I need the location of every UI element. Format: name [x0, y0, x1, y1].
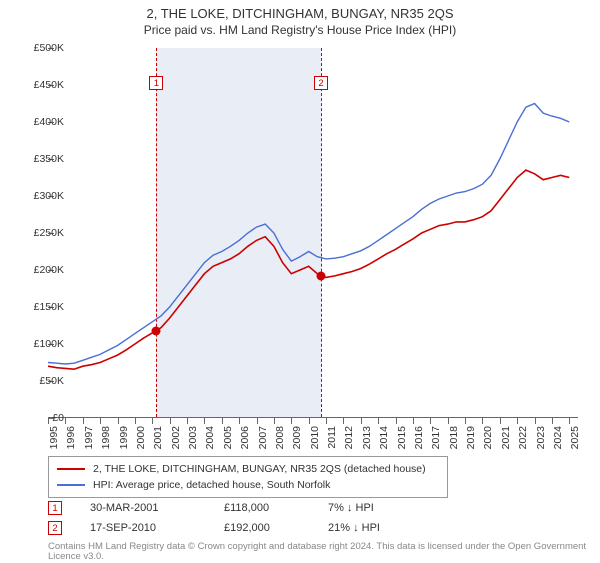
- ytick-label: £200K: [18, 264, 64, 276]
- legend-label-property: 2, THE LOKE, DITCHINGHAM, BUNGAY, NR35 2…: [93, 463, 426, 475]
- ytick-label: £150K: [18, 301, 64, 313]
- xtick: [100, 418, 101, 424]
- legend-box: 2, THE LOKE, DITCHINGHAM, BUNGAY, NR35 2…: [48, 456, 448, 498]
- xtick: [152, 418, 153, 424]
- xtick-label: 1995: [48, 426, 60, 449]
- xtick: [239, 418, 240, 424]
- ytick-label: £50K: [18, 375, 64, 387]
- xtick-label: 2017: [430, 426, 442, 449]
- xtick: [343, 418, 344, 424]
- xtick: [500, 418, 501, 424]
- xtick-label: 2016: [413, 426, 425, 449]
- sale-marker-2: 2: [48, 521, 62, 535]
- xtick-label: 2022: [517, 426, 529, 449]
- xtick: [413, 418, 414, 424]
- xtick: [448, 418, 449, 424]
- xtick-label: 2021: [500, 426, 512, 449]
- chart-area: 12: [48, 48, 578, 418]
- xtick-label: 2003: [187, 426, 199, 449]
- line-series-svg: [48, 48, 578, 418]
- xtick: [535, 418, 536, 424]
- xtick: [257, 418, 258, 424]
- ytick-label: £350K: [18, 153, 64, 165]
- xtick: [552, 418, 553, 424]
- ytick-label: £400K: [18, 116, 64, 128]
- sale-date-1: 30-MAR-2001: [90, 502, 200, 514]
- xtick-label: 2005: [222, 426, 234, 449]
- xtick: [274, 418, 275, 424]
- ytick-label: £450K: [18, 79, 64, 91]
- sale-delta-1: 7% ↓ HPI: [328, 502, 418, 514]
- xtick: [187, 418, 188, 424]
- sale-price-1: £118,000: [224, 502, 304, 514]
- xtick: [378, 418, 379, 424]
- xtick: [222, 418, 223, 424]
- ytick-label: £100K: [18, 338, 64, 350]
- xtick-label: 2020: [482, 426, 494, 449]
- xtick: [83, 418, 84, 424]
- xtick-label: 2019: [465, 426, 477, 449]
- xtick: [396, 418, 397, 424]
- ytick-label: £250K: [18, 227, 64, 239]
- xtick-label: 2002: [170, 426, 182, 449]
- sale-row-1: 1 30-MAR-2001 £118,000 7% ↓ HPI: [48, 498, 418, 518]
- xtick-label: 2015: [396, 426, 408, 449]
- xtick-label: 2014: [378, 426, 390, 449]
- xtick-label: 2023: [535, 426, 547, 449]
- sale-marker-1: 1: [48, 501, 62, 515]
- sale-price-2: £192,000: [224, 522, 304, 534]
- xtick: [65, 418, 66, 424]
- xtick-label: 2004: [204, 426, 216, 449]
- xtick: [430, 418, 431, 424]
- legend-swatch-property: [57, 468, 85, 470]
- xtick: [482, 418, 483, 424]
- xtick: [118, 418, 119, 424]
- xtick: [291, 418, 292, 424]
- sales-table: 1 30-MAR-2001 £118,000 7% ↓ HPI 2 17-SEP…: [48, 498, 418, 538]
- ytick-label: £300K: [18, 190, 64, 202]
- xtick-label: 2018: [448, 426, 460, 449]
- xtick-label: 2007: [257, 426, 269, 449]
- xtick-label: 1997: [83, 426, 95, 449]
- xtick: [204, 418, 205, 424]
- xtick: [135, 418, 136, 424]
- chart-title: 2, THE LOKE, DITCHINGHAM, BUNGAY, NR35 2…: [0, 6, 600, 21]
- xtick-label: 1998: [100, 426, 112, 449]
- xtick-label: 2000: [135, 426, 147, 449]
- xtick-label: 2006: [239, 426, 251, 449]
- xtick-label: 2013: [361, 426, 373, 449]
- sale-delta-2: 21% ↓ HPI: [328, 522, 418, 534]
- xtick-label: 2009: [291, 426, 303, 449]
- sale-row-2: 2 17-SEP-2010 £192,000 21% ↓ HPI: [48, 518, 418, 538]
- xtick: [309, 418, 310, 424]
- xtick-label: 2001: [152, 426, 164, 449]
- sale-date-2: 17-SEP-2010: [90, 522, 200, 534]
- xtick-label: 2024: [552, 426, 564, 449]
- xtick: [361, 418, 362, 424]
- xtick: [465, 418, 466, 424]
- xtick: [569, 418, 570, 424]
- legend-row-hpi: HPI: Average price, detached house, Sout…: [57, 477, 439, 493]
- xtick-label: 2008: [274, 426, 286, 449]
- xtick-label: 2025: [569, 426, 581, 449]
- titles: 2, THE LOKE, DITCHINGHAM, BUNGAY, NR35 2…: [0, 0, 600, 37]
- ytick-label: £500K: [18, 42, 64, 54]
- series-hpi: [48, 104, 569, 365]
- chart-subtitle: Price paid vs. HM Land Registry's House …: [0, 23, 600, 37]
- legend-swatch-hpi: [57, 484, 85, 486]
- xtick-label: 1999: [118, 426, 130, 449]
- ytick-label: £0: [18, 412, 64, 424]
- legend-label-hpi: HPI: Average price, detached house, Sout…: [93, 479, 330, 491]
- legend-row-property: 2, THE LOKE, DITCHINGHAM, BUNGAY, NR35 2…: [57, 461, 439, 477]
- xtick: [170, 418, 171, 424]
- xtick-label: 2010: [309, 426, 321, 449]
- xtick: [517, 418, 518, 424]
- xtick: [326, 418, 327, 424]
- xtick-label: 2012: [343, 426, 355, 449]
- chart-container: 2, THE LOKE, DITCHINGHAM, BUNGAY, NR35 2…: [0, 0, 600, 560]
- xtick-label: 2011: [326, 426, 338, 449]
- xtick-label: 1996: [65, 426, 77, 449]
